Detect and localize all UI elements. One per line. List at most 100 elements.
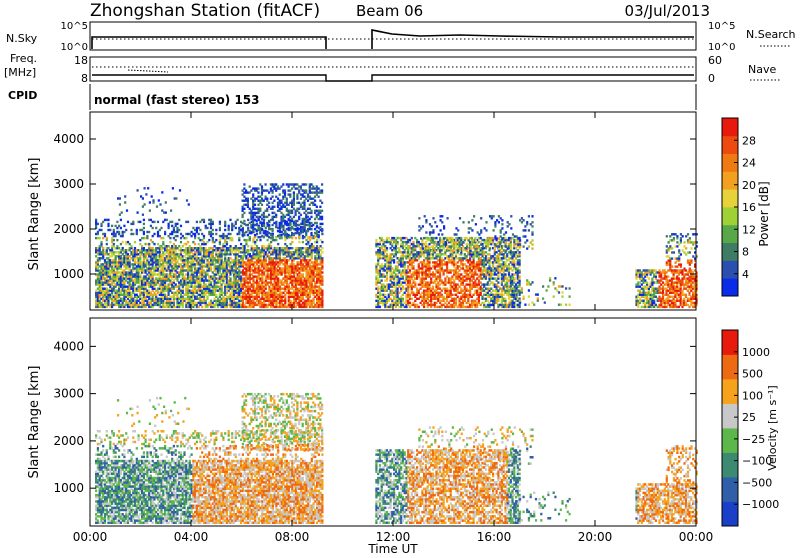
range-gate-cell <box>147 187 149 189</box>
range-gate-cell <box>121 211 123 213</box>
range-gate-cell <box>270 245 272 247</box>
range-gate-cell <box>160 245 162 247</box>
range-gate-cell <box>185 237 187 239</box>
range-gate-cell <box>119 214 121 216</box>
range-gate-cell <box>321 202 323 204</box>
range-gate-cell <box>153 221 155 223</box>
range-gate-cell <box>228 227 230 229</box>
range-gate-cell <box>106 243 108 245</box>
range-gate-cell <box>321 183 323 185</box>
range-gate-cell <box>379 306 381 308</box>
range-gate-cell <box>316 239 318 241</box>
range-gate-cell <box>222 233 224 235</box>
nsky-label: N.Sky <box>6 32 38 45</box>
range-gate-cell <box>402 275 404 277</box>
freq-trace <box>92 75 694 81</box>
range-gate-cell <box>321 216 323 218</box>
range-gate-cell <box>243 183 245 185</box>
range-gate-cell <box>263 220 265 222</box>
range-gate-cell <box>119 197 121 199</box>
range-gate-cell <box>261 275 263 277</box>
range-gate-cell <box>152 199 154 201</box>
range-gate-cell <box>199 229 201 231</box>
range-gate-cell <box>107 219 109 221</box>
range-gate-cell <box>391 290 393 292</box>
range-gate-cell <box>189 245 191 247</box>
range-gate-cell <box>243 208 245 210</box>
range-gate-cell <box>104 233 106 235</box>
range-gate-cell <box>309 236 311 238</box>
range-gate-cell <box>206 227 208 229</box>
range-gate-cell <box>247 227 249 229</box>
range-gate-cell <box>132 221 134 223</box>
range-gate-cell <box>293 191 295 193</box>
range-gate-cell <box>224 221 226 223</box>
range-gate-cell <box>296 183 298 185</box>
range-gate-cell <box>313 245 315 247</box>
range-gate-cell <box>279 230 281 232</box>
range-gate-cell <box>212 251 214 253</box>
range-gate-cell <box>256 239 258 241</box>
range-gate-cell <box>143 219 145 221</box>
range-gate-cell <box>166 219 168 221</box>
range-gate-cell <box>257 212 259 214</box>
range-gate-cell <box>300 185 302 187</box>
range-gate-cell <box>418 306 420 308</box>
range-gate-cell <box>162 237 164 239</box>
range-gate-cell <box>275 221 277 223</box>
range-gate-cell <box>321 290 323 292</box>
range-gate-cell <box>259 208 261 210</box>
range-gate-cell <box>321 228 323 230</box>
range-gate-cell <box>130 229 132 231</box>
range-gate-cell <box>290 300 292 302</box>
range-gate-cell <box>411 237 413 239</box>
range-gate-cell <box>235 227 237 229</box>
range-gate-cell <box>215 294 217 296</box>
range-gate-cell <box>393 259 395 261</box>
nsky-strip: N.Sky 10^5 10^0 N.Search 10^5 10^0 <box>6 21 796 53</box>
nsky-tick-top: 10^5 <box>61 21 88 32</box>
nsearch-label: N.Search <box>746 28 796 41</box>
range-gate-cell <box>165 211 167 213</box>
range-gate-cell <box>244 245 246 247</box>
range-gate-cell <box>226 241 228 243</box>
nsearch-tick-bottom: 10^0 <box>708 42 735 53</box>
range-gate-cell <box>316 230 318 232</box>
range-gate-cell <box>273 206 275 208</box>
range-gate-cell <box>176 267 178 269</box>
range-gate-cell <box>178 229 180 231</box>
nsearch-tick-top: 10^5 <box>708 21 735 32</box>
range-gate-cell <box>198 233 200 235</box>
range-gate-cell <box>296 196 298 198</box>
range-gate-cell <box>284 243 286 245</box>
range-gate-cell <box>179 189 181 191</box>
range-gate-cell <box>238 267 240 269</box>
range-gate-cell <box>272 228 274 230</box>
range-gate-cell <box>137 189 139 191</box>
range-gate-cell <box>321 257 323 259</box>
range-gate-cell <box>414 281 416 283</box>
range-gate-cell <box>173 243 175 245</box>
range-gate-cell <box>319 206 321 208</box>
range-gate-cell <box>314 196 316 198</box>
range-gate-cell <box>289 236 291 238</box>
range-gate-cell <box>224 229 226 231</box>
range-gate-cell <box>219 221 221 223</box>
range-gate-cell <box>247 219 249 221</box>
range-gate-cell <box>201 306 203 308</box>
range-gate-cell <box>155 227 157 229</box>
range-gate-cell <box>116 245 118 247</box>
range-gate-cell <box>113 239 115 241</box>
range-gate-cell <box>212 233 214 235</box>
range-gate-cell <box>164 231 166 233</box>
range-gate-cell <box>198 243 200 245</box>
range-gate-cell <box>153 286 155 288</box>
range-gate-cell <box>125 229 127 231</box>
range-gate-cell <box>178 219 180 221</box>
range-gate-cell <box>175 283 177 285</box>
range-gate-cell <box>252 218 254 220</box>
range-gate-cell <box>169 241 171 243</box>
range-gate-cell <box>120 219 122 221</box>
range-gate-cell <box>173 302 175 304</box>
range-gate-cell <box>256 233 258 235</box>
